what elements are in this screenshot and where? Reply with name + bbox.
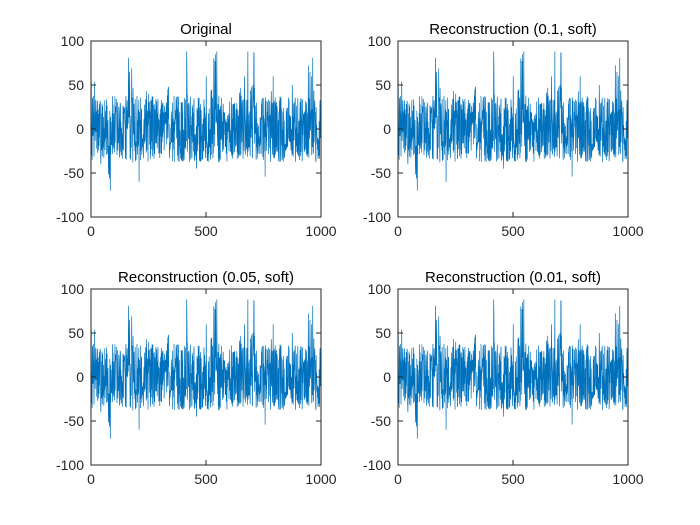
x-axis: 0 500 1000 xyxy=(394,471,644,487)
y-axis: 100 50 0 -50 -100 xyxy=(363,33,391,225)
x-tick-label: 1000 xyxy=(305,471,336,487)
x-tick-label: 1000 xyxy=(612,471,643,487)
x-axis: 0 500 1000 xyxy=(87,223,337,239)
x-tick-label: 0 xyxy=(87,471,95,487)
y-axis: 100 50 0 -50 -100 xyxy=(363,281,391,473)
signal-line xyxy=(397,299,629,439)
x-tick-label: 0 xyxy=(394,223,402,239)
y-tick-label: -50 xyxy=(371,413,391,429)
subplot-original: Original 100 50 0 -50 -100 0 500 1000 xyxy=(56,21,337,239)
y-tick-label: 50 xyxy=(68,77,84,93)
series-layer xyxy=(90,299,322,439)
y-tick-label: 50 xyxy=(375,325,391,341)
y-tick-label: 100 xyxy=(61,281,85,297)
y-tick-label: -100 xyxy=(363,209,391,225)
subplot-title: Reconstruction (0.01, soft) xyxy=(425,269,601,286)
x-tick-label: 500 xyxy=(194,471,218,487)
axes-frame xyxy=(397,288,629,466)
subplot-title: Reconstruction (0.1, soft) xyxy=(429,21,597,38)
y-tick-label: -100 xyxy=(363,457,391,473)
x-tick-label: 500 xyxy=(194,223,218,239)
axes-frame xyxy=(397,40,629,218)
x-tick-label: 500 xyxy=(501,471,525,487)
axes-frame xyxy=(90,40,322,218)
y-tick-label: 0 xyxy=(383,121,391,137)
signal-line xyxy=(90,299,322,439)
y-tick-label: 0 xyxy=(383,369,391,385)
signal-line xyxy=(90,51,322,191)
subplot-reconstruction-0.1: Reconstruction (0.1, soft) 100 50 0 -50 … xyxy=(363,21,644,239)
y-tick-label: 50 xyxy=(68,325,84,341)
x-tick-label: 500 xyxy=(501,223,525,239)
y-tick-label: -50 xyxy=(371,165,391,181)
y-tick-label: 50 xyxy=(375,77,391,93)
subplot-title: Original xyxy=(180,21,232,38)
x-axis: 0 500 1000 xyxy=(87,471,337,487)
y-tick-label: 100 xyxy=(61,33,85,49)
y-axis: 100 50 0 -50 -100 xyxy=(56,33,84,225)
x-tick-label: 1000 xyxy=(612,223,643,239)
y-tick-label: -50 xyxy=(64,165,84,181)
y-axis: 100 50 0 -50 -100 xyxy=(56,281,84,473)
y-tick-label: 0 xyxy=(76,121,84,137)
y-tick-label: -100 xyxy=(56,209,84,225)
axes-frame xyxy=(90,288,322,466)
series-layer xyxy=(397,51,629,191)
x-axis: 0 500 1000 xyxy=(394,223,644,239)
x-tick-label: 1000 xyxy=(305,223,336,239)
series-layer xyxy=(90,51,322,191)
subplot-title: Reconstruction (0.05, soft) xyxy=(118,269,294,286)
subplot-reconstruction-0.05: Reconstruction (0.05, soft) 100 50 0 -50… xyxy=(56,269,337,487)
y-tick-label: 0 xyxy=(76,369,84,385)
series-layer xyxy=(397,299,629,439)
subplot-reconstruction-0.01: Reconstruction (0.01, soft) 100 50 0 -50… xyxy=(363,269,644,487)
y-tick-label: -50 xyxy=(64,413,84,429)
signal-line xyxy=(397,51,629,191)
x-tick-label: 0 xyxy=(87,223,95,239)
y-tick-label: -100 xyxy=(56,457,84,473)
y-tick-label: 100 xyxy=(368,281,392,297)
x-tick-label: 0 xyxy=(394,471,402,487)
y-tick-label: 100 xyxy=(368,33,392,49)
